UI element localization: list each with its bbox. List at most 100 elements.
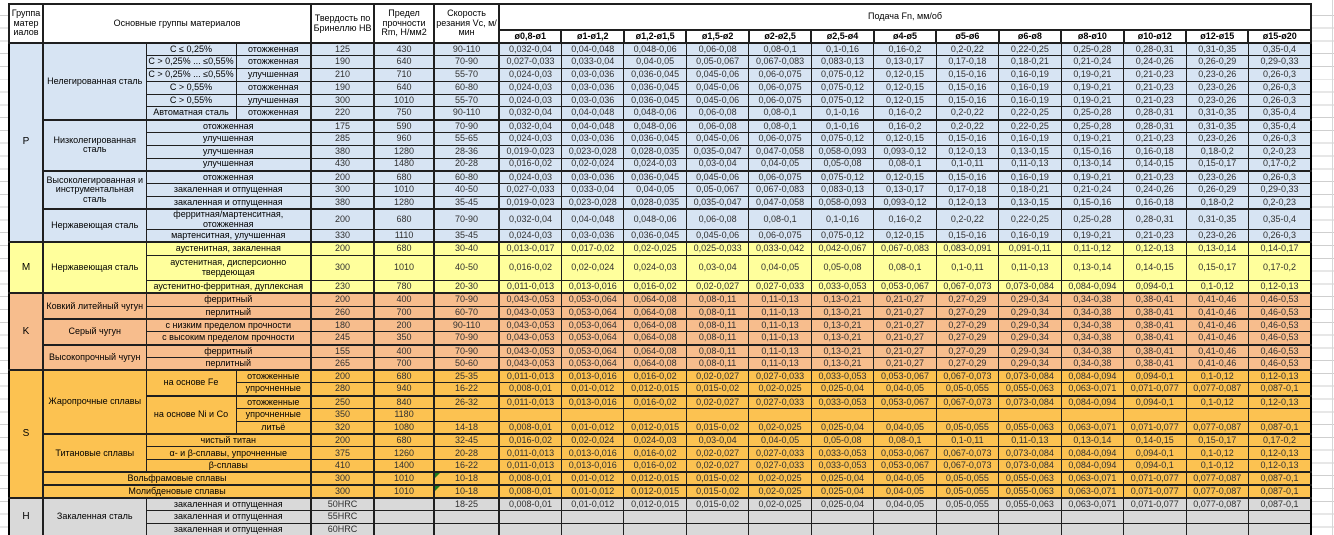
- feed-cell[interactable]: 0,071-0,077: [1123, 496, 1187, 512]
- feed-cell[interactable]: 0,29-0,34: [998, 343, 1062, 358]
- feed-cell[interactable]: 0,03-0,036: [560, 80, 625, 95]
- material-label-cell[interactable]: отожженные: [235, 369, 312, 384]
- feed-cell[interactable]: 0,075-0,12: [810, 169, 875, 185]
- feed-cell[interactable]: 0,27-0,29: [935, 318, 1000, 333]
- feed-cell[interactable]: 0,064-0,08: [623, 356, 687, 371]
- feed-cell[interactable]: 0,035-0,047: [685, 195, 750, 210]
- feed-cell[interactable]: 0,34-0,38: [1060, 343, 1125, 358]
- feed-cell[interactable]: 0,091-0,11: [998, 241, 1062, 256]
- feed-cell[interactable]: 0,38-0,41: [1123, 356, 1187, 371]
- feed-cell[interactable]: 0,024-0,03: [498, 229, 562, 243]
- hardness-cell[interactable]: 200: [310, 433, 375, 448]
- feed-cell[interactable]: 0,067-0,073: [935, 369, 1000, 384]
- feed-cell[interactable]: 0,29-0,34: [998, 292, 1062, 307]
- feed-cell[interactable]: 0,12-0,15: [873, 68, 937, 82]
- feed-cell[interactable]: 0,06-0,08: [685, 42, 750, 57]
- feed-cell[interactable]: 0,1-0,16: [810, 42, 875, 57]
- feed-cell[interactable]: 0,01-0,012: [560, 496, 625, 512]
- material-label-cell[interactable]: на основе Fe: [145, 369, 237, 397]
- hardness-cell[interactable]: 230: [310, 280, 375, 294]
- feed-cell[interactable]: 0,071-0,077: [1123, 420, 1187, 435]
- feed-cell[interactable]: 0,18-0,2: [1185, 144, 1249, 159]
- feed-cell[interactable]: 0,26-0,3: [1247, 131, 1312, 146]
- strength-cell[interactable]: 1260: [373, 446, 435, 461]
- feed-cell[interactable]: 0,027-0,033: [748, 280, 812, 294]
- feed-cell[interactable]: [1247, 407, 1312, 422]
- feed-cell[interactable]: 0,11-0,13: [748, 292, 812, 307]
- feed-cell[interactable]: 0,04-0,05: [748, 254, 812, 282]
- feed-cell[interactable]: [748, 523, 812, 535]
- feed-cell[interactable]: 0,17-0,2: [1247, 433, 1312, 448]
- feed-cell[interactable]: 0,26-0,3: [1247, 169, 1312, 185]
- feed-cell[interactable]: 0,011-0,013: [498, 280, 562, 294]
- feed-cell[interactable]: [685, 407, 750, 422]
- hardness-cell[interactable]: 375: [310, 446, 375, 461]
- feed-cell[interactable]: 0,21-0,23: [1123, 131, 1187, 146]
- hardness-cell[interactable]: 300: [310, 471, 375, 486]
- col-header-hardness[interactable]: Твердость по Бринеллю HB: [310, 3, 376, 44]
- feed-cell[interactable]: 0,073-0,084: [998, 369, 1062, 384]
- feed-cell[interactable]: 0,26-0,3: [1247, 80, 1312, 95]
- feed-cell[interactable]: 0,17-0,18: [935, 55, 1000, 70]
- feed-cell[interactable]: 0,032-0,04: [498, 106, 562, 121]
- feed-cell[interactable]: 0,053-0,064: [560, 343, 625, 358]
- feed-cell[interactable]: 0,23-0,26: [1185, 229, 1249, 243]
- feed-cell[interactable]: 0,04-0,05: [873, 484, 937, 499]
- feed-cell[interactable]: 0,048-0,06: [623, 106, 687, 121]
- feed-cell[interactable]: 0,38-0,41: [1123, 318, 1187, 333]
- feed-cell[interactable]: 0,21-0,27: [873, 305, 937, 320]
- material-label-cell[interactable]: упрочненные: [235, 407, 312, 422]
- col-header-feed[interactable]: Подача Fn, мм/об: [498, 3, 1312, 31]
- feed-cell[interactable]: 0,34-0,38: [1060, 292, 1125, 307]
- feed-cell[interactable]: 0,05-0,055: [935, 471, 1000, 486]
- hardness-cell[interactable]: 330: [310, 229, 375, 243]
- feed-cell[interactable]: 0,075-0,12: [810, 93, 875, 108]
- feed-cell[interactable]: 0,053-0,064: [560, 356, 625, 371]
- feed-cell[interactable]: 0,008-0,01: [498, 382, 562, 397]
- feed-cell[interactable]: [935, 407, 1000, 422]
- feed-cell[interactable]: 0,28-0,31: [1123, 208, 1187, 231]
- feed-cell[interactable]: 0,013-0,016: [560, 280, 625, 294]
- cutting-speed-cell[interactable]: 55-70: [433, 68, 501, 82]
- feed-cell[interactable]: 0,036-0,045: [623, 68, 687, 82]
- diameter-header[interactable]: ø1,2-ø1,5: [622, 29, 688, 44]
- feed-cell[interactable]: 0,13-0,21: [810, 356, 875, 371]
- feed-cell[interactable]: 0,1-0,16: [810, 118, 875, 133]
- feed-cell[interactable]: 0,13-0,21: [810, 318, 875, 333]
- feed-cell[interactable]: [748, 407, 812, 422]
- feed-cell[interactable]: 0,083-0,091: [935, 241, 1000, 256]
- feed-cell[interactable]: 0,31-0,35: [1185, 42, 1249, 57]
- feed-cell[interactable]: 0,024-0,03: [498, 80, 562, 95]
- feed-cell[interactable]: 0,02-0,027: [685, 459, 750, 473]
- material-label-cell[interactable]: закаленная и отпущенная: [145, 195, 312, 210]
- strength-cell[interactable]: [373, 496, 435, 512]
- feed-cell[interactable]: 0,036-0,045: [623, 169, 687, 185]
- feed-cell[interactable]: 0,04-0,048: [560, 106, 625, 121]
- feed-cell[interactable]: 0,043-0,053: [498, 356, 562, 371]
- feed-cell[interactable]: 0,055-0,063: [998, 382, 1062, 397]
- hardness-cell[interactable]: 200: [310, 292, 375, 307]
- feed-cell[interactable]: 0,17-0,2: [1247, 157, 1312, 172]
- feed-cell[interactable]: 0,027-0,033: [748, 459, 812, 473]
- feed-cell[interactable]: 0,21-0,27: [873, 318, 937, 333]
- feed-cell[interactable]: 0,04-0,05: [873, 382, 937, 397]
- feed-cell[interactable]: 0,25-0,28: [1060, 106, 1125, 121]
- feed-cell[interactable]: 0,028-0,035: [623, 195, 687, 210]
- feed-cell[interactable]: 0,011-0,013: [498, 459, 562, 473]
- strength-cell[interactable]: 680: [373, 369, 435, 384]
- cutting-speed-cell[interactable]: 20-28: [433, 446, 501, 461]
- feed-cell[interactable]: 0,23-0,26: [1185, 68, 1249, 82]
- material-label-cell[interactable]: Серый чугун: [42, 318, 147, 346]
- feed-cell[interactable]: 0,29-0,33: [1247, 55, 1312, 70]
- material-label-cell[interactable]: α- и β-сплавы, упрочненные: [145, 446, 312, 461]
- cutting-speed-cell[interactable]: 70-90: [433, 208, 501, 231]
- feed-cell[interactable]: [1247, 510, 1312, 525]
- feed-cell[interactable]: 0,2-0,22: [935, 208, 1000, 231]
- cutting-speed-cell[interactable]: 70-90: [433, 331, 501, 346]
- feed-cell[interactable]: 0,08-0,11: [685, 318, 750, 333]
- diameter-header[interactable]: ø8-ø10: [1060, 29, 1125, 44]
- hardness-cell[interactable]: 285: [310, 131, 375, 146]
- cutting-speed-cell[interactable]: 70-90: [433, 343, 501, 358]
- feed-cell[interactable]: 0,015-0,02: [685, 420, 750, 435]
- feed-cell[interactable]: 0,06-0,075: [748, 169, 812, 185]
